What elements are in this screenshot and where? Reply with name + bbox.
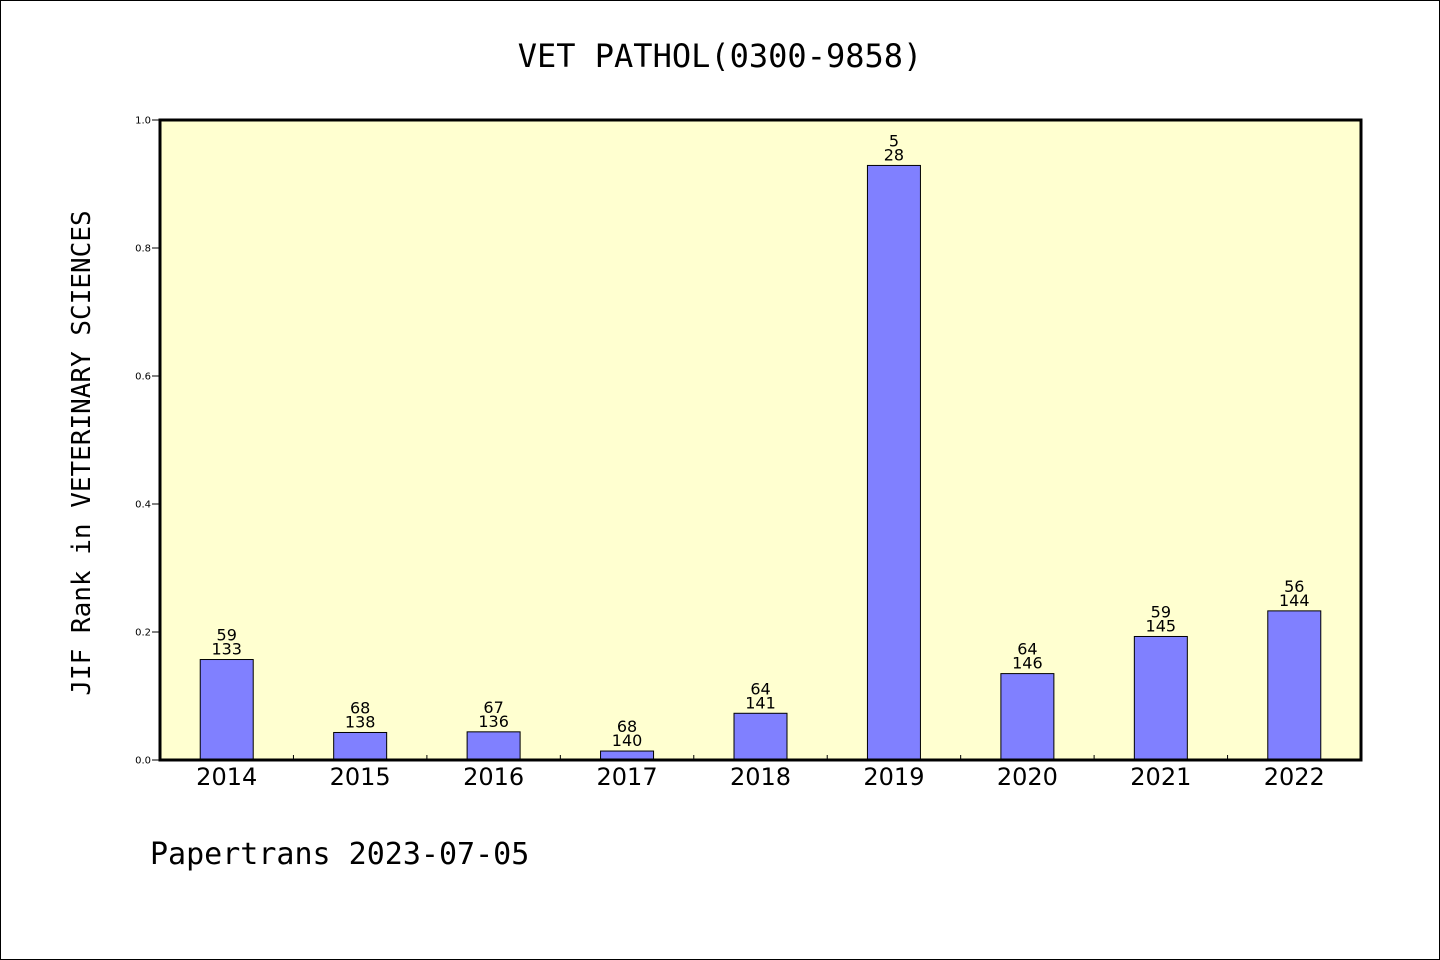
- bar-2014: [199, 659, 254, 761]
- y-tick-label: 1.0: [135, 116, 151, 127]
- bar-total-label: 140: [612, 731, 643, 750]
- bar-total-label: 141: [745, 693, 776, 712]
- bar-rank-label: 68: [350, 698, 370, 717]
- y-axis: 0.0 0.2 0.4 0.6 0.8 1.0: [135, 116, 160, 767]
- bar-2015: [333, 731, 388, 761]
- bar-2019: [866, 164, 921, 761]
- x-tick-label: 2022: [1264, 763, 1325, 791]
- bar-total-label: 136: [478, 712, 509, 731]
- bar-rank-label: 64: [1017, 640, 1037, 659]
- bar-rank-label: 59: [217, 626, 237, 645]
- plot-border: [158, 118, 1363, 762]
- footer-text: Papertrans 2023-07-05: [150, 837, 529, 872]
- x-tick-label: 2014: [196, 763, 257, 791]
- bar-2018: [733, 712, 788, 761]
- x-tick-label: 2017: [597, 763, 658, 791]
- x-tick-label: 2019: [863, 763, 924, 791]
- bar-2021: [1133, 635, 1188, 761]
- bar-rank-label: 67: [483, 698, 503, 717]
- bar-rank-label: 56: [1284, 577, 1304, 596]
- bar-2016: [466, 731, 521, 761]
- bar-2020: [1000, 673, 1055, 761]
- bar-rank-label: 64: [750, 679, 770, 698]
- x-tick-label: 2016: [463, 763, 524, 791]
- y-tick-label: 0.4: [135, 500, 151, 511]
- bar-2022: [1267, 610, 1322, 761]
- bars-group: [199, 164, 1322, 761]
- bar-total-label: 138: [345, 712, 376, 731]
- y-tick-label: 0.8: [135, 244, 151, 255]
- y-axis-label: JIF Rank in VETERINARY SCIENCES: [67, 210, 97, 695]
- y-tick-label: 0.6: [135, 372, 151, 383]
- bar-total-label: 146: [1012, 654, 1043, 673]
- bar-rank-label: 68: [617, 717, 637, 736]
- x-axis: 2014 2015 2016 2017 2018 2019 2020 2021 2022: [196, 755, 1325, 791]
- y-tick-label: 0.0: [135, 756, 151, 767]
- chart-title: VET PATHOL(0300-9858): [518, 37, 923, 75]
- x-tick-label: 2020: [997, 763, 1058, 791]
- bar-total-label: 144: [1279, 591, 1310, 610]
- x-tick-label: 2021: [1130, 763, 1191, 791]
- bar-total-label: 28: [884, 145, 904, 164]
- y-tick-label: 0.2: [135, 628, 151, 639]
- x-tick-label: 2015: [330, 763, 391, 791]
- bar-rank-label: 59: [1151, 602, 1171, 621]
- x-tick-label: 2018: [730, 763, 791, 791]
- bar-total-label: 133: [211, 640, 242, 659]
- bar-rank-label: 5: [889, 131, 899, 150]
- bar-total-label: 145: [1146, 616, 1177, 635]
